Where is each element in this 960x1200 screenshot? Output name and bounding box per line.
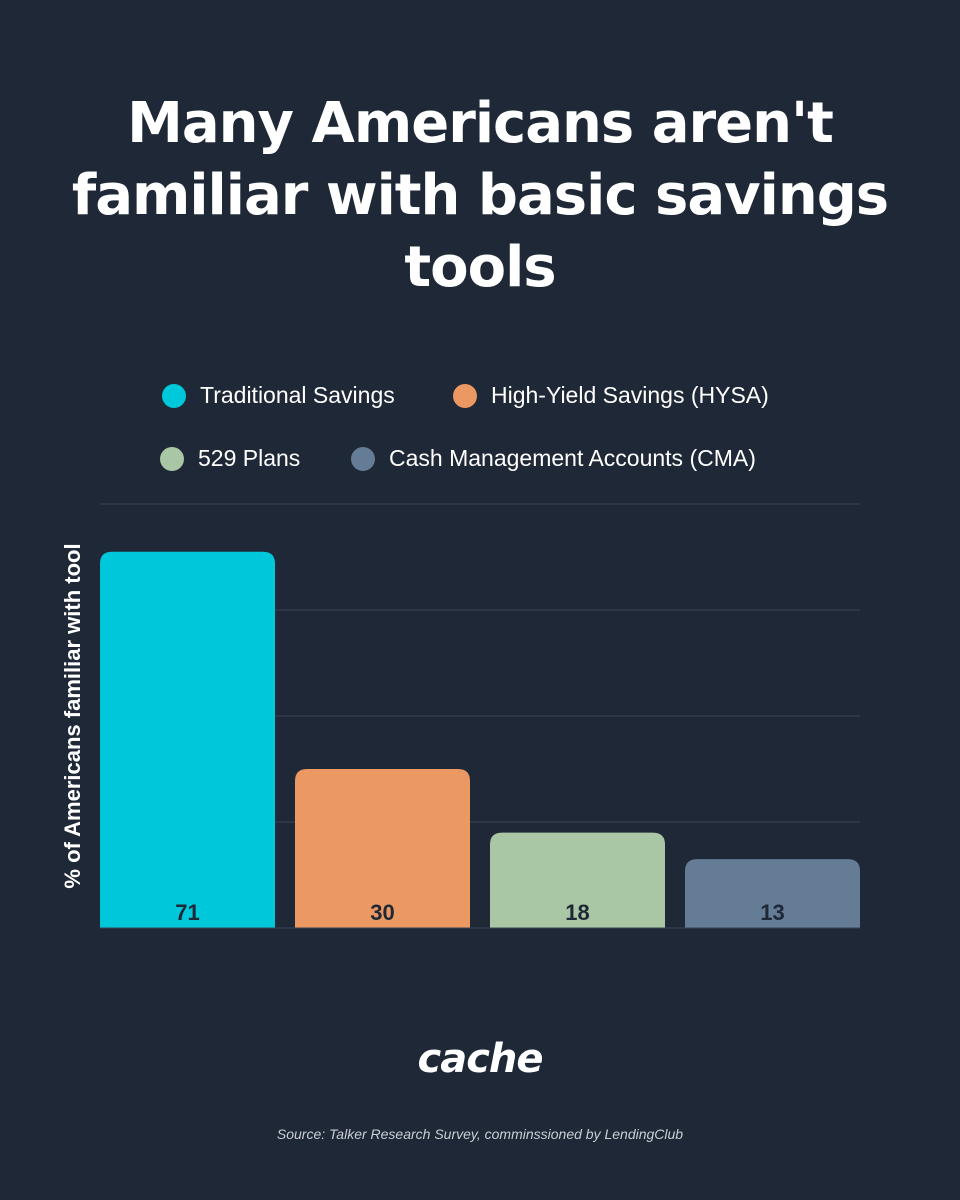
- brand-logo: cache: [417, 1036, 543, 1082]
- data-label-1: 71: [175, 900, 199, 925]
- legend-label: 529 Plans: [198, 445, 301, 471]
- legend-item-traditional-savings: Traditional Savings: [162, 382, 395, 409]
- legend-dot-icon: [351, 446, 375, 471]
- chart-title: Many Americans aren't familiar with basi…: [71, 91, 889, 300]
- bar-4: [685, 859, 860, 928]
- bar-2: [295, 769, 470, 928]
- legend-label: Cash Management Accounts (CMA): [389, 445, 756, 471]
- y-axis-label: % of Americans familiar with tool: [60, 543, 85, 889]
- data-label-3: 18: [565, 900, 589, 925]
- legend-label: High-Yield Savings (HYSA): [491, 382, 769, 408]
- legend-item-hysa: High-Yield Savings (HYSA): [453, 382, 769, 409]
- legend-dot-icon: [162, 383, 186, 408]
- data-label-4: 13: [760, 900, 784, 925]
- legend-dot-icon: [160, 446, 184, 471]
- data-label-2: 30: [370, 900, 394, 925]
- legend-item-cma: Cash Management Accounts (CMA): [351, 445, 756, 472]
- bar-1: [100, 551, 275, 928]
- legend-item-529-plans: 529 Plans: [160, 445, 300, 472]
- legend-label: Traditional Savings: [200, 382, 395, 408]
- source-note: Source: Talker Research Survey, comminss…: [276, 1126, 684, 1142]
- bar-3: [490, 832, 665, 928]
- legend-dot-icon: [453, 383, 477, 408]
